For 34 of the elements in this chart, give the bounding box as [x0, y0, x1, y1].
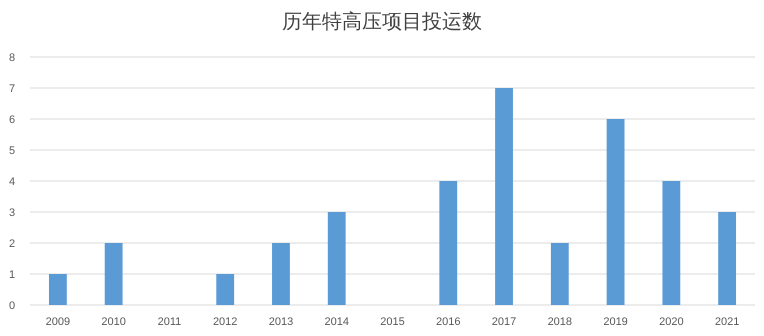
- x-tick-label: 2019: [603, 316, 628, 328]
- x-tick-label: 2018: [548, 316, 572, 328]
- x-tick-label: 2010: [101, 316, 126, 328]
- bar: [439, 181, 458, 305]
- x-tick-label: 2014: [324, 316, 349, 328]
- x-tick-label: 2012: [212, 316, 238, 328]
- y-tick-label: 8: [8, 52, 16, 64]
- y-tick-label: 1: [8, 269, 16, 281]
- bar: [495, 88, 513, 305]
- y-tick-label: 2: [8, 238, 16, 250]
- bar: [272, 243, 290, 305]
- y-tick-label: 4: [8, 176, 16, 188]
- bar: [606, 119, 624, 305]
- x-tick-label: 2017: [492, 316, 516, 328]
- x-tick-label: 2011: [158, 316, 182, 328]
- bar: [216, 274, 234, 305]
- y-tick-label: 3: [8, 207, 16, 219]
- x-tick-label: 2009: [46, 316, 70, 328]
- bar: [718, 212, 736, 305]
- bar: [662, 181, 680, 305]
- y-tick-label: 0: [8, 300, 16, 312]
- x-tick-label: 2021: [714, 316, 740, 328]
- x-tick-label: 2013: [268, 316, 294, 328]
- bar: [48, 274, 67, 305]
- x-tick-label: 2016: [436, 316, 461, 328]
- y-tick-label: 7: [8, 83, 16, 95]
- y-tick-label: 5: [8, 145, 16, 157]
- x-tick-label: 2015: [380, 316, 405, 328]
- bar: [104, 243, 123, 305]
- chart-title: 历年特高压项目投运数: [282, 10, 482, 33]
- x-tick-label: 2020: [659, 316, 684, 328]
- bar: [550, 243, 569, 305]
- bar: [328, 212, 346, 305]
- y-tick-label: 6: [8, 114, 16, 126]
